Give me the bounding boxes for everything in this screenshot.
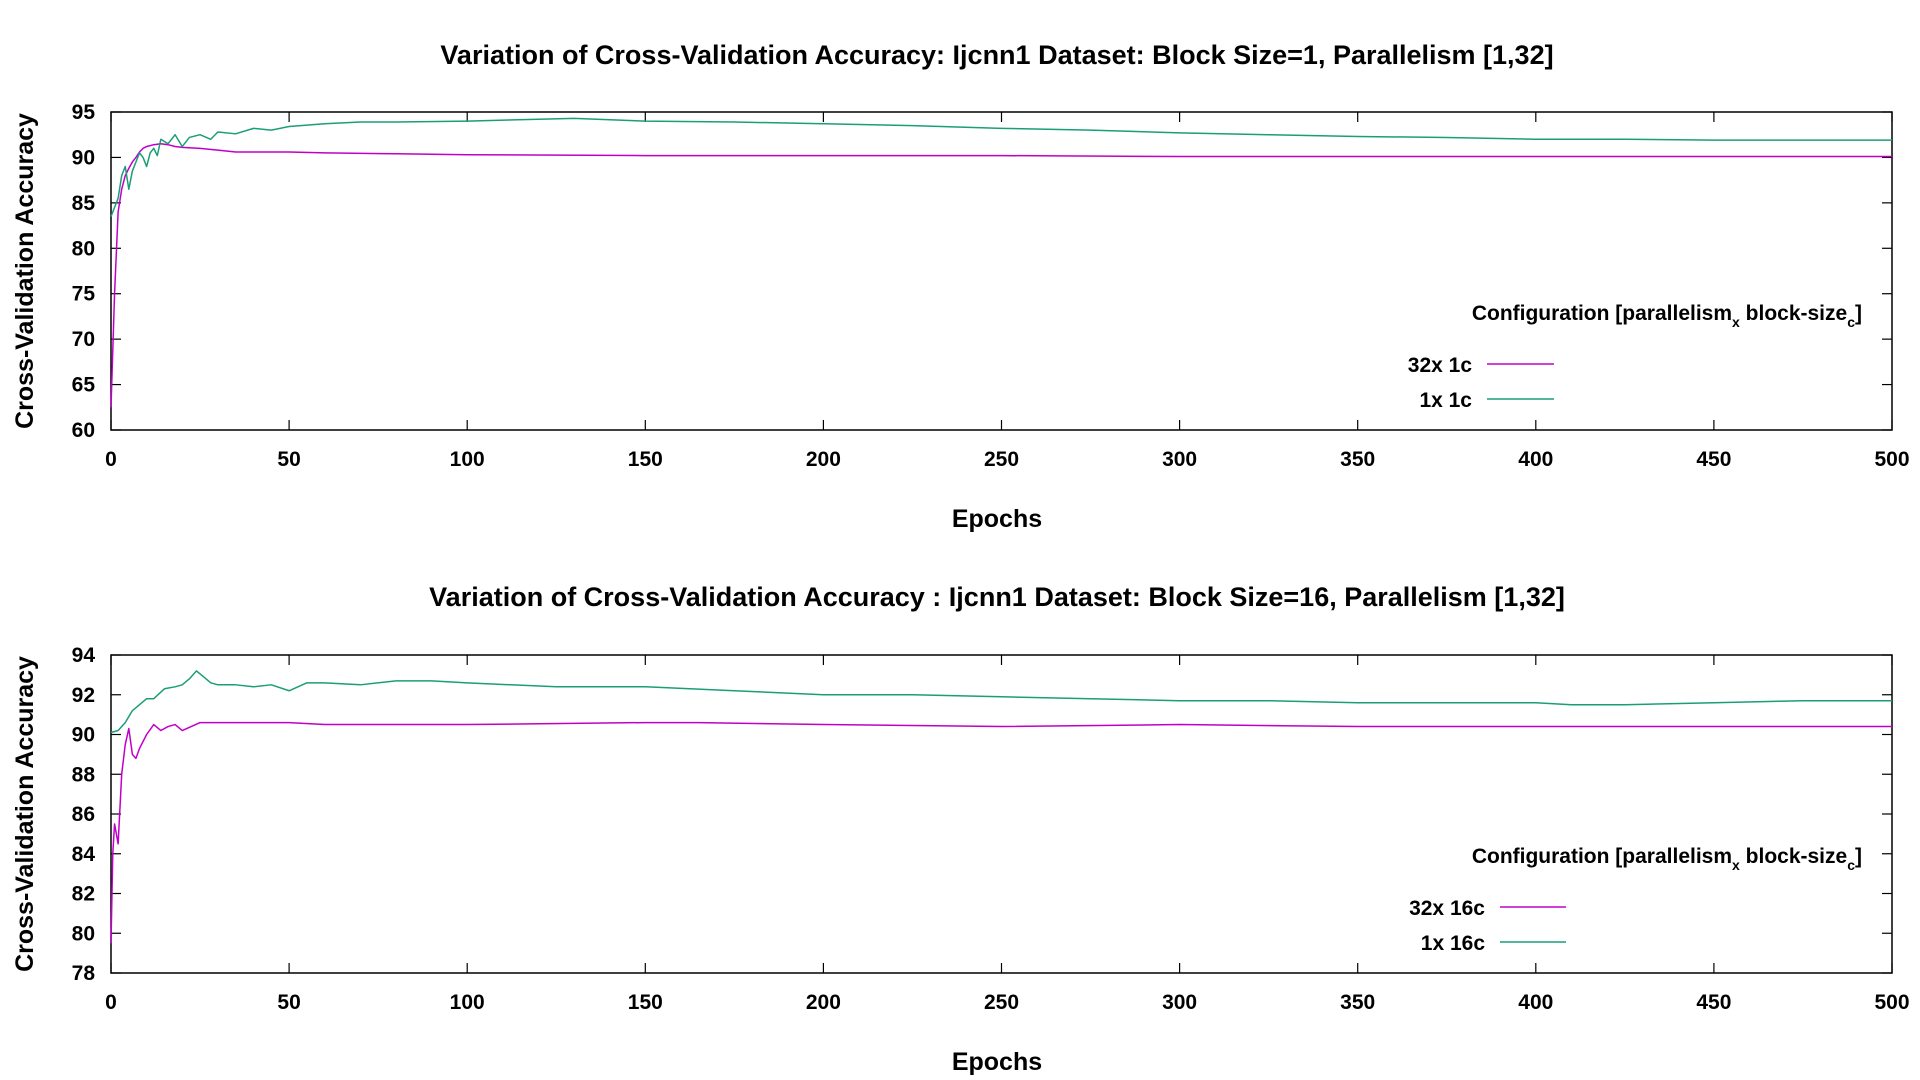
chart-2: Variation of Cross-Validation Accuracy :… xyxy=(11,582,1910,1076)
chart-2-series xyxy=(110,670,1892,944)
y-tick-label: 90 xyxy=(72,146,95,169)
x-tick-label: 50 xyxy=(277,991,300,1014)
x-tick-label: 350 xyxy=(1340,991,1375,1014)
y-tick-label: 84 xyxy=(72,843,96,866)
y-tick-label: 78 xyxy=(72,962,96,985)
y-tick-label: 65 xyxy=(72,374,96,397)
y-tick-label: 94 xyxy=(72,644,96,667)
x-tick-label: 50 xyxy=(277,448,300,471)
x-tick-label: 500 xyxy=(1874,448,1909,471)
y-tick-label: 80 xyxy=(72,237,95,260)
chart-1-legend-title: Configuration [parallelismx block-sizec] xyxy=(1472,302,1862,330)
chart-1-ticks: 0 50 100 150 200 250 300 350 400 450 500 60 65 70 75 80… xyxy=(72,101,1910,471)
x-tick-label: 200 xyxy=(806,448,841,471)
y-tick-label: 75 xyxy=(72,283,96,306)
chart-1-legend-label-2: 1x 1c xyxy=(1419,389,1472,412)
x-tick-label: 500 xyxy=(1874,991,1909,1014)
chart-1-series xyxy=(110,117,1892,408)
x-tick-label: 300 xyxy=(1162,991,1197,1014)
y-tick-label: 90 xyxy=(72,724,95,747)
x-tick-label: 0 xyxy=(105,448,117,471)
x-tick-label: 300 xyxy=(1162,448,1197,471)
x-tick-label: 250 xyxy=(984,991,1019,1014)
y-tick-label: 86 xyxy=(72,803,95,826)
chart-1-title: Variation of Cross-Validation Accuracy: … xyxy=(440,40,1553,70)
chart-1-x-axis-label: Epochs xyxy=(952,505,1042,533)
x-tick-label: 150 xyxy=(628,991,663,1014)
chart-2-x-axis-label: Epochs xyxy=(952,1048,1042,1076)
y-tick-label: 95 xyxy=(72,101,96,124)
y-tick-label: 70 xyxy=(72,328,95,351)
series-line-2 xyxy=(110,117,1892,217)
chart-1-legend-label-1: 32x 1c xyxy=(1408,354,1473,377)
chart-1-legend: Configuration [parallelismx block-sizec]… xyxy=(1408,302,1862,412)
series-line-2 xyxy=(110,670,1892,734)
chart-1-y-axis-label: Cross-Validation Accuracy xyxy=(11,113,39,429)
x-tick-label: 350 xyxy=(1340,448,1375,471)
y-tick-label: 88 xyxy=(72,763,96,786)
chart-1: Variation of Cross-Validation Accuracy: … xyxy=(11,40,1910,533)
chart-2-ticks: 0 50 100 150 200 250 300 350 400 450 500 78 80 82 84 86… xyxy=(72,644,1910,1014)
x-tick-label: 250 xyxy=(984,448,1019,471)
series-line-1 xyxy=(110,143,1892,408)
x-tick-label: 0 xyxy=(105,991,117,1014)
chart-1-plot-frame xyxy=(110,111,1893,431)
x-tick-label: 150 xyxy=(628,448,663,471)
chart-2-legend-title: Configuration [parallelismx block-sizec] xyxy=(1472,845,1862,873)
y-tick-label: 80 xyxy=(72,922,95,945)
chart-2-title: Variation of Cross-Validation Accuracy :… xyxy=(429,582,1565,612)
y-tick-label: 85 xyxy=(72,192,96,215)
x-tick-label: 100 xyxy=(450,448,485,471)
chart-2-y-axis-label: Cross-Validation Accuracy xyxy=(11,656,39,972)
y-tick-label: 60 xyxy=(72,419,95,442)
x-tick-label: 400 xyxy=(1518,991,1553,1014)
y-tick-label: 82 xyxy=(72,883,95,906)
chart-2-plot-frame xyxy=(110,654,1893,974)
x-tick-label: 100 xyxy=(450,991,485,1014)
y-tick-label: 92 xyxy=(72,684,95,707)
chart-2-legend-label-1: 32x 16c xyxy=(1409,897,1485,920)
chart-2-legend-label-2: 1x 16c xyxy=(1421,932,1486,955)
x-tick-label: 450 xyxy=(1696,991,1731,1014)
chart-2-legend: Configuration [parallelismx block-sizec]… xyxy=(1409,845,1862,955)
series-line-1 xyxy=(110,721,1892,944)
x-tick-label: 200 xyxy=(806,991,841,1014)
x-tick-label: 450 xyxy=(1696,448,1731,471)
x-tick-label: 400 xyxy=(1518,448,1553,471)
